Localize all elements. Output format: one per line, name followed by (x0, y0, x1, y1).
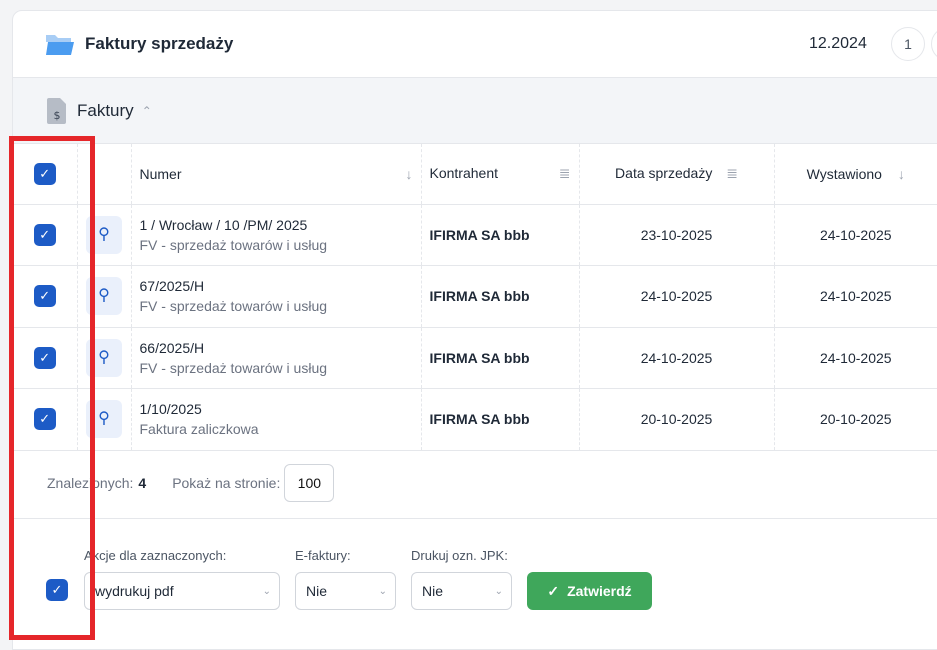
column-label: Wystawiono (806, 165, 882, 182)
invoice-number[interactable]: 1 / Wrocław / 10 /PM/ 2025 (139, 216, 308, 233)
issue-date: 20-10-2025 (774, 388, 937, 451)
per-page-input[interactable]: 100 (284, 464, 335, 502)
table-row[interactable]: ✓ ⚲ 67/2025/H FV - sprzedaż towarów i usł… (13, 265, 937, 328)
section-title: Faktury (77, 100, 134, 120)
row-checkbox[interactable]: ✓ (33, 408, 56, 431)
per-page-label: Pokaż na stronie: (172, 475, 281, 491)
select-all-checkbox[interactable]: ✓ (33, 162, 56, 185)
chevron-down-icon: ⌄ (262, 585, 271, 597)
search-icon[interactable]: ⚲ (86, 400, 122, 439)
invoices-table: ✓ Numer ↓ Kontrahent ≣ Data sprzedaży ≣ Wy… (13, 144, 937, 451)
column-data-sprzedazy[interactable]: Data sprzedaży ≣ (579, 144, 775, 205)
divider (13, 518, 937, 519)
chevron-up-icon[interactable]: ⌃ (141, 103, 152, 118)
invoice-number[interactable]: 1/10/2025 (139, 401, 202, 418)
invoice-type: FV - sprzedaż towarów i usług (139, 236, 328, 253)
issue-date: 24-10-2025 (774, 265, 937, 328)
contractor: IFIRMA SA bbb (421, 204, 580, 266)
sale-date: 24-10-2025 (579, 265, 775, 328)
found-count: 4 (138, 475, 147, 491)
menu-lines-icon[interactable]: ≣ (726, 165, 738, 182)
column-numer[interactable]: Numer ↓ (131, 144, 422, 205)
actions-label: Akcje dla zaznaczonych: (84, 548, 227, 563)
efaktury-select[interactable]: Nie ⌄ (295, 572, 396, 610)
column-kontrahent[interactable]: Kontrahent ≣ (421, 144, 580, 205)
sale-date: 24-10-2025 (579, 327, 775, 389)
invoice-type: FV - sprzedaż towarów i usług (139, 359, 328, 376)
sale-date: 23-10-2025 (579, 204, 775, 266)
check-icon: ✓ (547, 582, 560, 599)
column-label: Numer (139, 165, 182, 182)
chevron-down-icon: ⌄ (494, 585, 503, 597)
jpk-label: Drukuj ozn. JPK: (411, 548, 508, 563)
results-summary: Znalezionych: 4 Pokaż na stronie: 100 (47, 464, 335, 502)
actions-select[interactable]: wydrukuj pdf ⌄ (84, 572, 280, 610)
row-checkbox[interactable]: ✓ (33, 346, 56, 369)
invoice-dollar-icon: $ (47, 97, 66, 124)
table-header: ✓ Numer ↓ Kontrahent ≣ Data sprzedaży ≣ Wy… (13, 144, 937, 205)
column-label: Kontrahent (429, 165, 499, 182)
table-row[interactable]: ✓ ⚲ 1/10/2025 Faktura zaliczkowa IFIRMA S… (13, 388, 937, 451)
section-header[interactable]: $ Faktury ⌃ (13, 78, 937, 144)
folder-icon (46, 35, 74, 55)
chevron-down-icon: ⌄ (378, 585, 387, 597)
sale-date: 20-10-2025 (579, 388, 775, 451)
row-checkbox[interactable]: ✓ (33, 285, 56, 308)
invoice-number[interactable]: 66/2025/H (139, 339, 205, 356)
invoices-card: Faktury sprzedaży 12.2024 1 $ Faktury ⌃ … (12, 10, 937, 650)
contractor: IFIRMA SA bbb (421, 388, 580, 451)
jpk-select[interactable]: Nie ⌄ (411, 572, 512, 610)
found-label: Znalezionych: (47, 475, 134, 491)
svg-text:$: $ (54, 109, 61, 122)
row-checkbox[interactable]: ✓ (33, 223, 56, 246)
jpk-value: Nie (422, 583, 444, 599)
page-title: Faktury sprzedaży (85, 34, 234, 53)
submit-button[interactable]: ✓ Zatwierdź (527, 572, 652, 610)
search-icon[interactable]: ⚲ (86, 338, 122, 377)
page-header: Faktury sprzedaży (13, 11, 937, 78)
contractor: IFIRMA SA bbb (421, 265, 580, 328)
table-row[interactable]: ✓ ⚲ 1 / Wrocław / 10 /PM/ 2025 FV - sprze… (13, 204, 937, 266)
table-row[interactable]: ✓ ⚲ 66/2025/H FV - sprzedaż towarów i usł… (13, 327, 937, 389)
search-icon[interactable]: ⚲ (86, 215, 122, 254)
period-selector[interactable]: 12.2024 (809, 35, 867, 52)
sort-down-icon[interactable]: ↓ (897, 165, 905, 182)
search-icon[interactable]: ⚲ (86, 277, 122, 316)
bulk-select-checkbox[interactable]: ✓ (46, 579, 68, 601)
menu-lines-icon[interactable]: ≣ (558, 165, 571, 182)
contractor: IFIRMA SA bbb (421, 327, 580, 389)
efaktury-value: Nie (306, 583, 328, 599)
issue-date: 24-10-2025 (774, 204, 937, 266)
sort-down-icon[interactable]: ↓ (405, 165, 413, 182)
column-label: Data sprzedaży (615, 165, 713, 182)
issue-date: 24-10-2025 (774, 327, 937, 389)
invoice-type: Faktura zaliczkowa (139, 421, 259, 438)
submit-label: Zatwierdź (567, 583, 632, 599)
efaktury-label: E-faktury: (295, 548, 351, 563)
invoice-number[interactable]: 67/2025/H (139, 278, 205, 295)
actions-value: wydrukuj pdf (95, 583, 174, 599)
page-button[interactable]: 1 (891, 27, 925, 61)
invoice-type: FV - sprzedaż towarów i usług (139, 298, 328, 315)
column-wystawiono[interactable]: Wystawiono ↓ (774, 144, 937, 205)
